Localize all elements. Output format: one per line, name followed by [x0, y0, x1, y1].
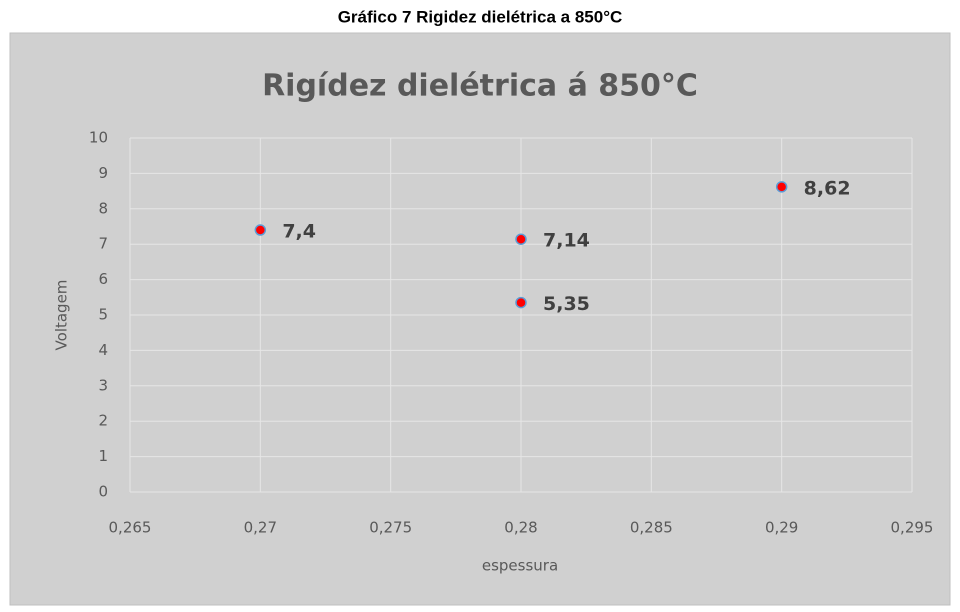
y-tick-label: 6: [98, 270, 108, 288]
data-label: 7,4: [282, 221, 316, 243]
x-tick-label: 0,28: [504, 519, 537, 537]
y-tick-label: 5: [98, 306, 108, 324]
y-axis-label: Voltagem: [53, 280, 71, 351]
point: [515, 296, 527, 309]
x-tick-label: 0,275: [369, 519, 412, 537]
point: [254, 224, 267, 236]
y-tick-label: 8: [98, 199, 108, 217]
x-tick-label: 0,295: [891, 519, 934, 537]
y-tick-label: 0: [98, 483, 108, 501]
y-tick-label: 9: [98, 164, 108, 182]
y-tick-label: 2: [98, 412, 108, 430]
x-tick-label: 0,27: [244, 519, 277, 537]
chart-area: [9, 32, 951, 606]
y-tick-label: 4: [98, 341, 108, 359]
x-tick-label: 0,29: [765, 519, 798, 537]
caption: Gráfico 7 Rigidez dielétrica a 850°C: [338, 7, 623, 26]
data-label: 5,35: [543, 293, 590, 315]
chart-title: Rigídez dielétrica á 850°C: [262, 69, 698, 104]
y-tick-label: 7: [98, 235, 108, 253]
y-tick-label: 1: [98, 447, 108, 465]
y-tick-label: 10: [89, 129, 108, 147]
y-tick-label: 3: [98, 376, 108, 394]
data-label: 8,62: [804, 177, 851, 199]
x-axis-label: espessura: [482, 557, 558, 575]
point: [515, 233, 527, 245]
point: [775, 181, 788, 193]
data-label: 7,14: [543, 230, 590, 252]
x-tick-label: 0,265: [109, 519, 152, 537]
x-tick-label: 0,285: [630, 519, 673, 537]
